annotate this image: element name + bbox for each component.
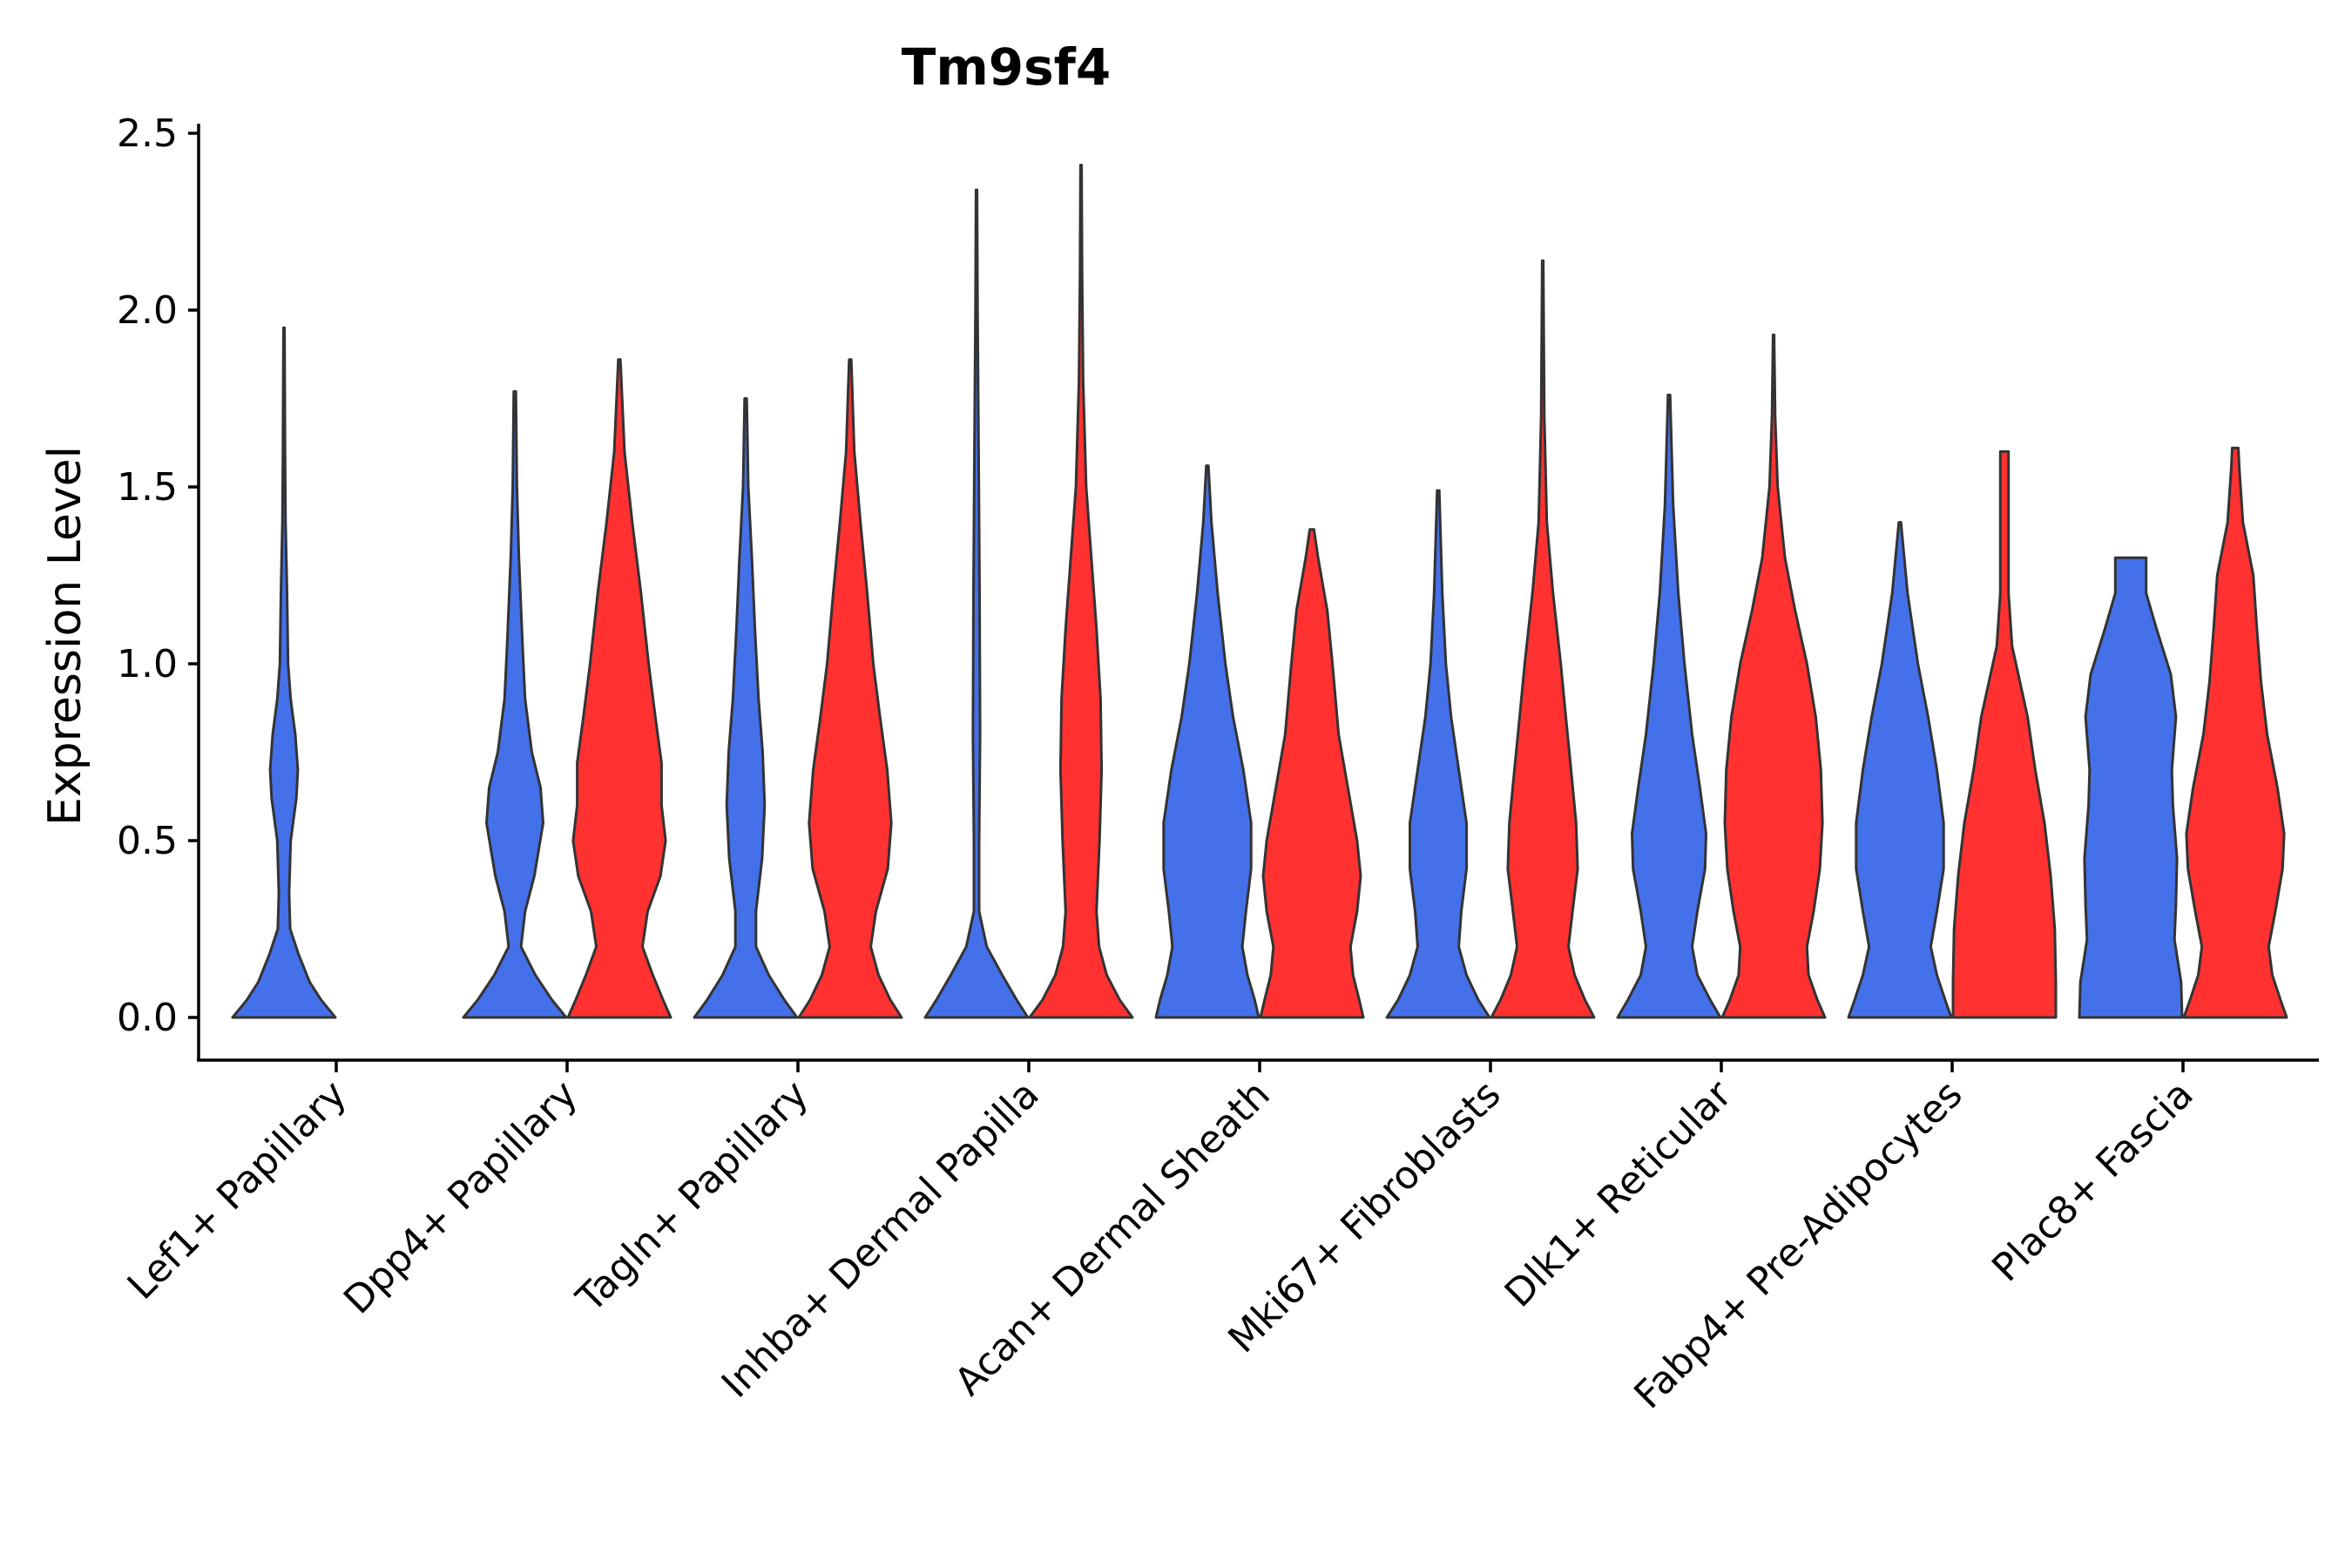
- violin-1-blue: [231, 326, 337, 1019]
- y-tick-label: 1.5: [117, 465, 178, 510]
- x-tick-label: Tagln+ Papillary: [568, 1072, 817, 1321]
- chart-title: Tm9sf4: [902, 37, 1111, 97]
- violin-6-red: [1490, 259, 1596, 1019]
- y-tick-label: 2.0: [117, 288, 178, 333]
- axes-layer: [197, 124, 2319, 1062]
- y-tick-label: 1.0: [117, 642, 178, 686]
- violin-9-blue: [2078, 556, 2184, 1019]
- violin-7-red: [1720, 333, 1827, 1019]
- x-tick-label: Dlk1+ Reticular: [1497, 1071, 1741, 1316]
- violin-8-red: [1951, 449, 2058, 1019]
- x-tick-label: Plac8+ Fascia: [1984, 1072, 2202, 1291]
- y-tick-label: 0.0: [117, 996, 178, 1040]
- violin-2-red: [566, 358, 672, 1019]
- violin-4-blue: [923, 188, 1030, 1019]
- violin-6-blue: [1385, 489, 1491, 1019]
- y-ticks: 0.0 0.5 1.0 1.5 2.0 2.5: [117, 112, 199, 1040]
- violin-7-blue: [1616, 393, 1722, 1019]
- y-axis-label: Expression Level: [39, 446, 91, 826]
- violin-9-red: [2182, 446, 2288, 1019]
- violin-3-red: [797, 358, 903, 1019]
- violin-5-blue: [1154, 464, 1260, 1019]
- violin-3-blue: [693, 397, 799, 1019]
- violin-4-red: [1028, 164, 1134, 1019]
- violin-5-red: [1259, 528, 1365, 1019]
- violins-layer: [231, 164, 2288, 1019]
- x-tick-label: Lef1+ Papillary: [119, 1072, 355, 1308]
- x-tick-label: Dpp4+ Papillary: [335, 1072, 586, 1323]
- violin-8-blue: [1847, 521, 1953, 1019]
- violin-2-blue: [462, 389, 568, 1019]
- y-tick-label: 0.5: [117, 819, 178, 863]
- y-tick-label: 2.5: [117, 112, 178, 156]
